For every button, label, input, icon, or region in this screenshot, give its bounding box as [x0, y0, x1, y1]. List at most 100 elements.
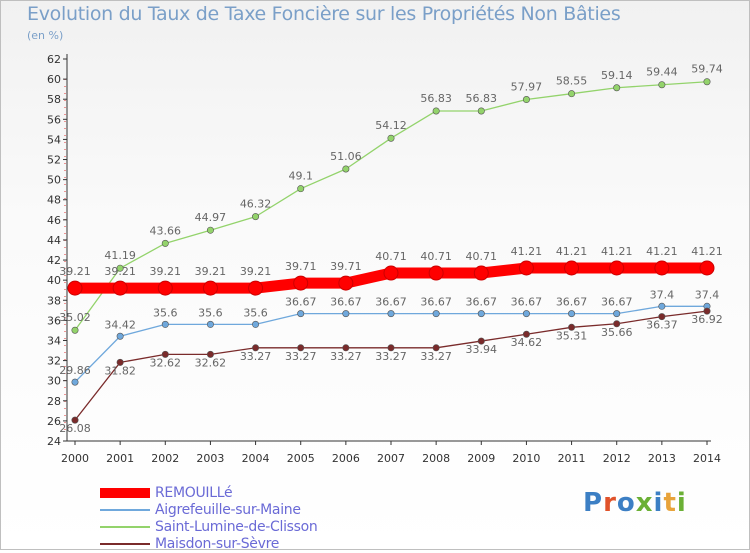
series-point-3 [252, 344, 260, 352]
series-point-1 [71, 378, 79, 386]
legend-label: Aigrefeuille-sur-Maine [155, 502, 301, 518]
data-label-3: 34.62 [511, 336, 543, 349]
proxiti-logo: Proxiti [583, 488, 687, 518]
series-point-3 [432, 344, 440, 352]
data-label-2: 56.83 [466, 92, 498, 105]
data-label-0: 40.71 [466, 250, 498, 263]
series-point-3 [703, 307, 711, 315]
data-label-2: 59.14 [601, 69, 633, 82]
series-point-0 [338, 275, 354, 291]
series-point-1 [116, 332, 124, 340]
data-label-2: 46.32 [240, 198, 272, 211]
series-point-0 [428, 265, 444, 281]
data-label-0: 39.71 [330, 260, 362, 273]
data-label-2: 58.55 [556, 75, 588, 88]
x-tick-label: 2008 [422, 452, 450, 465]
data-label-2: 59.74 [691, 63, 723, 76]
series-point-2 [116, 264, 124, 272]
y-tick-label: 50 [47, 174, 61, 187]
series-point-3 [568, 323, 576, 331]
data-label-0: 41.21 [601, 245, 633, 258]
data-label-3: 31.82 [104, 364, 136, 377]
chart-unit: (en %) [27, 29, 64, 42]
y-tick-label: 38 [47, 294, 61, 307]
data-label-3: 36.92 [691, 313, 723, 326]
data-label-3: 33.27 [240, 350, 272, 363]
series-point-0 [383, 265, 399, 281]
series-point-3 [342, 344, 350, 352]
data-label-1: 36.67 [375, 296, 407, 309]
series-point-3 [297, 344, 305, 352]
y-tick-label: 34 [47, 334, 61, 347]
data-label-1: 36.67 [556, 296, 588, 309]
data-label-1: 36.67 [420, 296, 452, 309]
x-tick-label: 2003 [196, 452, 224, 465]
series-point-3 [71, 416, 79, 424]
data-label-0: 39.21 [59, 265, 91, 278]
series-point-3 [206, 350, 214, 358]
legend-label: Maisdon-sur-Sèvre [155, 536, 280, 552]
data-label-1: 35.6 [243, 306, 268, 319]
data-label-2: 59.44 [646, 66, 678, 79]
x-tick-label: 2002 [151, 452, 179, 465]
series-point-3 [658, 313, 666, 321]
series-point-1 [522, 310, 530, 318]
series-point-1 [252, 320, 260, 328]
series-point-1 [206, 320, 214, 328]
data-label-1: 37.4 [695, 288, 720, 301]
data-label-0: 41.21 [511, 245, 543, 258]
series-point-3 [477, 337, 485, 345]
y-tick-label: 42 [47, 254, 61, 267]
x-tick-label: 2006 [332, 452, 360, 465]
data-label-1: 37.4 [650, 288, 675, 301]
data-label-3: 33.27 [285, 350, 317, 363]
series-point-3 [387, 344, 395, 352]
data-label-1: 34.42 [104, 318, 136, 331]
series-point-2 [252, 213, 260, 221]
data-label-2: 57.97 [511, 81, 543, 94]
series-point-3 [161, 350, 169, 358]
data-label-1: 36.67 [601, 296, 633, 309]
x-tick-label: 2000 [61, 452, 89, 465]
series-point-2 [387, 134, 395, 142]
series-point-1 [568, 310, 576, 318]
y-tick-label: 30 [47, 375, 61, 388]
x-tick-label: 2007 [377, 452, 405, 465]
series-point-3 [613, 320, 621, 328]
legend-swatch [100, 509, 150, 511]
data-label-2: 43.66 [150, 224, 182, 237]
series-point-2 [432, 107, 440, 115]
series-point-1 [297, 310, 305, 318]
data-label-1: 35.6 [198, 306, 223, 319]
series-point-0 [654, 260, 670, 276]
x-tick-label: 2001 [106, 452, 134, 465]
data-label-3: 32.62 [150, 356, 182, 369]
x-tick-label: 2005 [287, 452, 315, 465]
y-tick-label: 24 [47, 435, 61, 448]
x-tick-label: 2012 [603, 452, 631, 465]
data-label-0: 39.21 [240, 265, 272, 278]
chart-title: Evolution du Taux de Taxe Foncière sur l… [27, 3, 621, 25]
legend-swatch [100, 543, 150, 545]
data-label-3: 36.37 [646, 319, 678, 332]
y-tick-label: 46 [47, 214, 61, 227]
data-label-0: 40.71 [420, 250, 452, 263]
data-label-1: 29.86 [59, 364, 91, 377]
y-tick-label: 32 [47, 355, 61, 368]
series-point-1 [161, 320, 169, 328]
series-point-2 [613, 84, 621, 92]
series-point-2 [658, 81, 666, 89]
series-point-2 [161, 239, 169, 247]
series-point-0 [473, 265, 489, 281]
data-label-0: 41.21 [556, 245, 588, 258]
data-label-0: 40.71 [375, 250, 407, 263]
series-point-1 [658, 302, 666, 310]
x-tick-label: 2013 [648, 452, 676, 465]
data-label-2: 51.06 [330, 150, 362, 163]
data-label-0: 41.21 [646, 245, 678, 258]
data-label-3: 26.08 [59, 422, 91, 435]
x-tick-label: 2009 [467, 452, 495, 465]
data-label-1: 35.6 [153, 306, 178, 319]
y-tick-label: 56 [47, 113, 61, 126]
